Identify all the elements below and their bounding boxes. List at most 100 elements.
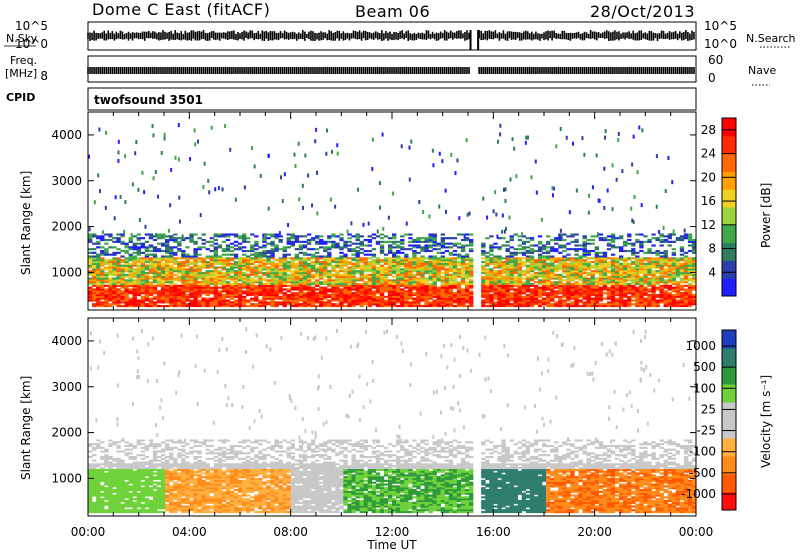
- heatmap-cell: [570, 273, 575, 276]
- heatmap-cell: [606, 292, 612, 295]
- heatmap-cell: [537, 292, 543, 295]
- heatmap-cell: [108, 233, 113, 236]
- heatmap-cell: [169, 264, 174, 267]
- heatmap-cell: [355, 235, 360, 238]
- heatmap-cell: [375, 297, 381, 300]
- heatmap-cell: [355, 266, 360, 269]
- heatmap-cell: [246, 304, 251, 308]
- heatmap-cell: [120, 304, 125, 308]
- heatmap-cell: [266, 282, 271, 286]
- heatmap-cell: [396, 273, 401, 276]
- heatmap-cell: [88, 297, 93, 300]
- heatmap-cell: [270, 304, 275, 308]
- heatmap-cell: [140, 251, 146, 254]
- heatmap-cell: [396, 293, 401, 297]
- heatmap-cell: [152, 286, 158, 289]
- heatmap-cell: [675, 293, 681, 297]
- heatmap-cell: [286, 279, 291, 282]
- heatmap-cell: [493, 290, 498, 293]
- heatmap-cell: [262, 255, 267, 258]
- heatmap-cell: [294, 248, 300, 251]
- heatmap-cell: [258, 281, 263, 284]
- heatmap-cell: [537, 268, 543, 271]
- heatmap-cell: [201, 299, 206, 302]
- heatmap-cell: [266, 275, 271, 278]
- heatmap-cell: [124, 299, 129, 302]
- heatmap-cell: [347, 270, 352, 273]
- heatmap-cell: [140, 275, 146, 278]
- heatmap-cell: [278, 240, 283, 243]
- heatmap-cell: [546, 273, 551, 276]
- heatmap-cell: [116, 281, 121, 284]
- heatmap-cell: [379, 297, 385, 300]
- heatmap-cell: [156, 235, 162, 238]
- heatmap-cell: [464, 244, 470, 247]
- heatmap-cell: [306, 277, 312, 280]
- heatmap-cell: [400, 290, 405, 293]
- heatmap-cell: [655, 304, 660, 308]
- heatmap-cell: [120, 301, 125, 304]
- heatmap-cell: [578, 264, 583, 267]
- heatmap-cell: [550, 259, 555, 262]
- heatmap-cell: [623, 299, 628, 302]
- heatmap-cell: [420, 240, 425, 243]
- heatmap-cell: [602, 282, 608, 286]
- heatmap-cell: [144, 275, 150, 278]
- heatmap-cell: [148, 262, 154, 265]
- heatmap-cell: [100, 270, 105, 273]
- heatmap-cell: [444, 271, 450, 275]
- heatmap-cell: [339, 255, 344, 258]
- heatmap-cell: [225, 235, 231, 238]
- heatmap-cell: [335, 304, 340, 308]
- heatmap-cell: [282, 246, 287, 249]
- heatmap-cell: [570, 266, 575, 269]
- heatmap-cell: [404, 284, 409, 287]
- heatmap-cell: [213, 248, 219, 251]
- heatmap-cell: [323, 266, 328, 269]
- heatmap-cell: [412, 301, 417, 304]
- heatmap-cell: [392, 235, 397, 238]
- heatmap-cell: [481, 246, 486, 249]
- heatmap-cell: [460, 262, 466, 265]
- heatmap-cell: [420, 286, 425, 289]
- heatmap-cell: [501, 304, 506, 308]
- heatmap-cell: [517, 290, 523, 293]
- heatmap-cell: [647, 248, 652, 251]
- heatmap-cell: [237, 303, 243, 306]
- heatmap-cell: [521, 271, 527, 275]
- heatmap-cell: [598, 282, 604, 286]
- heatmap-cell: [537, 253, 543, 256]
- heatmap-cell: [148, 257, 154, 260]
- heatmap-cell: [485, 297, 490, 300]
- heatmap-cell: [213, 249, 219, 253]
- heatmap-cell: [647, 238, 652, 242]
- heatmap-cell: [286, 303, 291, 306]
- heatmap-cell: [242, 268, 247, 271]
- heatmap-cell: [546, 281, 551, 284]
- heatmap-cell: [339, 297, 344, 300]
- heatmap-cell: [112, 240, 117, 243]
- freq-label-2: [MHz]: [5, 67, 37, 80]
- heatmap-cell: [88, 266, 93, 269]
- heatmap-cell: [351, 249, 356, 253]
- heatmap-cell: [327, 277, 332, 280]
- heatmap-cell: [493, 286, 498, 289]
- freq-label-1: Freq.: [10, 54, 37, 67]
- heatmap-cell: [262, 268, 267, 271]
- heatmap-cell: [582, 279, 587, 282]
- heatmap-cell: [408, 286, 413, 289]
- heatmap-cell: [169, 284, 174, 287]
- heatmap-cell: [290, 293, 296, 297]
- heatmap-cell: [635, 299, 640, 302]
- heatmap-cell: [614, 275, 620, 278]
- heatmap-cell: [96, 268, 101, 271]
- heatmap-cell: [193, 257, 198, 260]
- heatmap-cell: [428, 233, 433, 236]
- heatmap-cell: [404, 275, 409, 278]
- heatmap-cell: [250, 293, 255, 297]
- heatmap-cell: [578, 295, 583, 298]
- heatmap-cell: [428, 238, 433, 242]
- heatmap-cell: [274, 270, 279, 273]
- heatmap-cell: [120, 281, 125, 284]
- heatmap-cell: [420, 259, 425, 262]
